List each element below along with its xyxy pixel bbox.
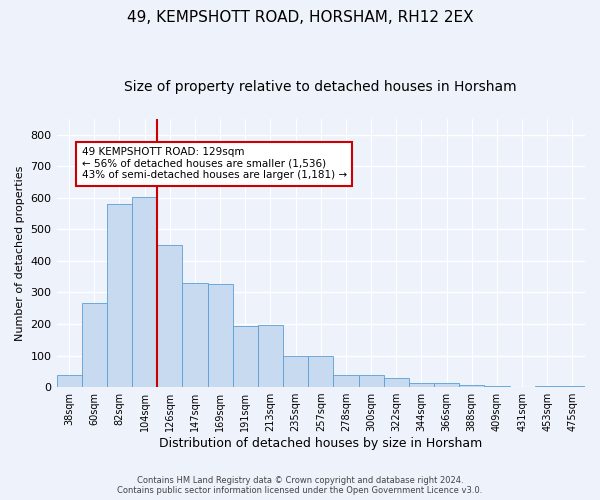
Bar	[208, 284, 233, 387]
Bar	[182, 283, 208, 387]
Bar	[56, 375, 82, 387]
Bar	[82, 304, 107, 387]
Bar	[233, 326, 258, 387]
Bar	[334, 375, 359, 387]
Bar	[383, 378, 409, 387]
Bar	[283, 356, 308, 387]
Text: Contains HM Land Registry data © Crown copyright and database right 2024.
Contai: Contains HM Land Registry data © Crown c…	[118, 476, 482, 495]
Bar	[535, 386, 560, 387]
X-axis label: Distribution of detached houses by size in Horsham: Distribution of detached houses by size …	[159, 437, 482, 450]
Bar	[359, 375, 383, 387]
Bar	[560, 386, 585, 387]
Bar	[258, 325, 283, 387]
Bar	[434, 384, 459, 387]
Bar	[484, 386, 509, 387]
Bar	[132, 196, 157, 387]
Text: 49 KEMPSHOTT ROAD: 129sqm
← 56% of detached houses are smaller (1,536)
43% of se: 49 KEMPSHOTT ROAD: 129sqm ← 56% of detac…	[82, 147, 347, 180]
Y-axis label: Number of detached properties: Number of detached properties	[15, 165, 25, 340]
Title: Size of property relative to detached houses in Horsham: Size of property relative to detached ho…	[124, 80, 517, 94]
Bar	[409, 384, 434, 387]
Bar	[157, 245, 182, 387]
Bar	[308, 356, 334, 387]
Bar	[459, 384, 484, 387]
Bar	[107, 204, 132, 387]
Text: 49, KEMPSHOTT ROAD, HORSHAM, RH12 2EX: 49, KEMPSHOTT ROAD, HORSHAM, RH12 2EX	[127, 10, 473, 25]
